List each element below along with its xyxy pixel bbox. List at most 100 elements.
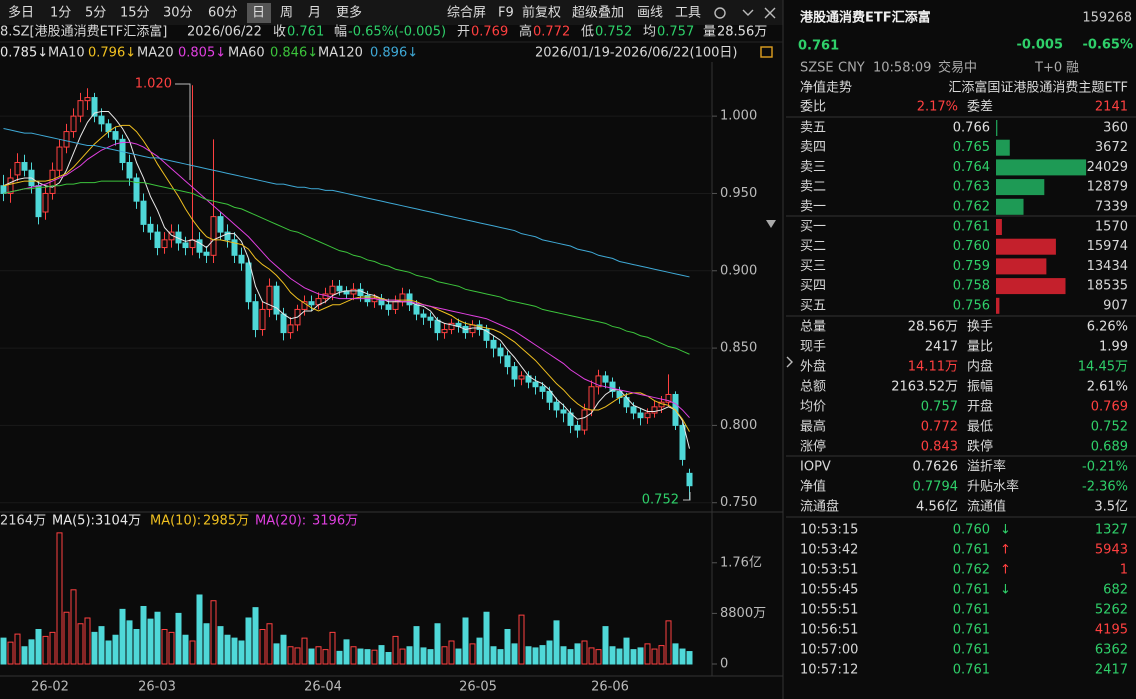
volume-bar <box>490 646 497 665</box>
candle-body <box>441 329 448 334</box>
trade-volume: 5262 <box>1095 603 1128 618</box>
candle-body <box>21 162 28 171</box>
x-tick-label: 26-05 <box>459 680 497 695</box>
ma-legend-name: MA60 <box>228 46 265 61</box>
period-button[interactable]: 多日 <box>8 5 34 21</box>
volume-bar <box>294 647 301 665</box>
status: 10:58:09 <box>873 61 931 76</box>
volume-ma-value: 3196万 <box>312 514 358 529</box>
volume-bar <box>329 631 336 665</box>
candle-body <box>651 406 658 414</box>
book-price: 0.759 <box>953 259 990 274</box>
book-bar <box>996 278 1066 295</box>
volume-bar <box>301 637 308 665</box>
stat-label: 内盘 <box>967 359 993 375</box>
period-button[interactable]: 1分 <box>50 6 71 21</box>
book-volume: 360 <box>1103 121 1128 136</box>
period-button[interactable]: 30分 <box>163 6 193 21</box>
book-label: 买五 <box>800 298 826 313</box>
lock-icon[interactable] <box>760 46 773 58</box>
toolbar-icons[interactable] <box>714 7 793 368</box>
period-button[interactable]: 月 <box>308 6 321 21</box>
info-label: 收 <box>273 25 286 40</box>
dropdown-icon[interactable] <box>766 220 776 228</box>
info-value: -0.65%(-0.005) <box>348 25 446 40</box>
trade-time: 10:57:12 <box>800 663 858 678</box>
quote-title: 港股通消费ETF汇添富 <box>800 10 931 26</box>
settings-icon[interactable] <box>714 7 726 19</box>
book-bar <box>996 120 998 136</box>
candle-body <box>357 288 364 297</box>
volume-bar <box>7 641 14 665</box>
volume-bar <box>651 648 658 665</box>
trade-volume: 4195 <box>1095 623 1128 638</box>
period-button[interactable]: 5分 <box>85 6 106 21</box>
tool-button[interactable]: 画线 <box>637 6 663 21</box>
candle-body <box>539 386 546 392</box>
tool-button[interactable]: 综合屏 <box>447 6 486 21</box>
volume-bar <box>231 637 238 665</box>
trade-volume: 2417 <box>1095 663 1128 678</box>
candle-body <box>336 285 343 292</box>
candle-body <box>553 401 560 411</box>
y-tick-label: 8800万 <box>720 606 766 621</box>
info-label: 高 <box>519 24 532 40</box>
volume-bar <box>420 647 427 665</box>
book-label: 卖一 <box>800 199 826 214</box>
quote-change: -0.005 <box>1016 38 1063 53</box>
tool-button[interactable]: 超级叠加 <box>572 6 624 21</box>
volume-ma-name: MA(20): <box>255 514 306 529</box>
candle-body <box>350 288 357 295</box>
candle-body <box>0 185 7 194</box>
volume-legend: 2164万 <box>0 514 46 529</box>
candle-body <box>273 285 280 315</box>
annotation-line <box>683 492 691 501</box>
candle-body <box>140 200 147 225</box>
volume-bar <box>399 648 406 665</box>
period-button[interactable]: 更多 <box>336 5 362 21</box>
candle-body <box>182 242 189 249</box>
tool-button[interactable]: F9 <box>498 6 514 21</box>
candle-body <box>7 177 14 194</box>
candle-body <box>588 386 595 411</box>
book-label: 卖三 <box>800 160 826 175</box>
volume-bar <box>560 646 567 665</box>
period-button[interactable]: 日 <box>252 6 265 21</box>
ratio-value: 2141 <box>1095 100 1128 115</box>
volume-bar <box>581 640 588 665</box>
stat-label: 振幅 <box>967 380 993 395</box>
volume-bar <box>189 640 196 665</box>
volume-bar <box>406 646 413 665</box>
close-icon[interactable] <box>764 7 776 19</box>
period-button[interactable]: 15分 <box>120 6 150 21</box>
stat-value: 2.61% <box>1087 380 1128 395</box>
active-period <box>247 3 271 23</box>
tool-button[interactable]: 工具 <box>675 6 701 21</box>
book-bar <box>996 139 1010 156</box>
volume-bar <box>525 646 532 665</box>
status: 交易中 <box>938 60 977 76</box>
volume-bar <box>497 649 504 665</box>
expand-icon[interactable] <box>786 356 793 368</box>
volume-bar <box>112 634 119 665</box>
stat-value: 14.11万 <box>908 360 958 375</box>
volume-bar <box>686 651 693 665</box>
period-button[interactable]: 60分 <box>208 6 238 21</box>
ma-line <box>3 180 690 355</box>
volume-bar <box>280 634 287 665</box>
volume-bar <box>644 643 651 665</box>
stat-label: 换手 <box>967 320 993 335</box>
volume-bar <box>259 628 266 665</box>
annotation-line <box>175 83 191 180</box>
period-button[interactable]: 周 <box>280 6 293 21</box>
collapse-icon[interactable] <box>742 9 754 16</box>
volume-bar <box>357 648 364 665</box>
stat-value: -2.36% <box>1082 480 1128 495</box>
stat-label: 外盘 <box>800 359 826 375</box>
tool-button[interactable]: 前复权 <box>522 5 561 21</box>
volume-bar <box>427 649 434 665</box>
candle-body <box>483 329 490 341</box>
y-tick-label: 0.800 <box>720 418 757 433</box>
volume-bar <box>672 643 679 665</box>
